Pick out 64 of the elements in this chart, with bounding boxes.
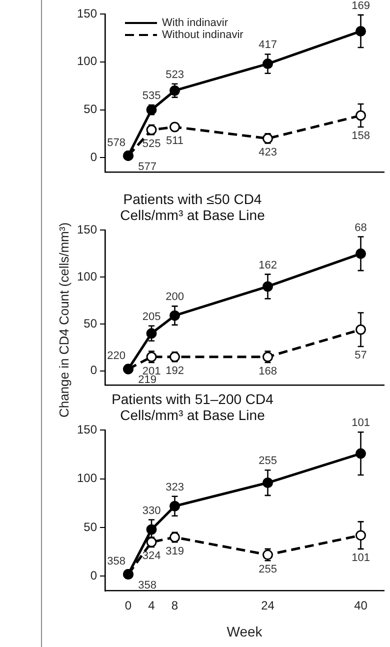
chart-title: Patients with ≤50 CD4 Cells/mm³ at Base Line [120, 190, 266, 224]
y-axis-title: Change in CD4 Count (cells/mm³) [56, 222, 72, 418]
annotation: 255 [258, 564, 277, 576]
y-tick-label: 150 [76, 6, 98, 20]
point [356, 26, 366, 36]
point [170, 500, 180, 512]
point [146, 328, 157, 339]
annotation: 525 [142, 138, 161, 150]
annotation: 324 [142, 550, 161, 562]
annotation: 68 [354, 222, 367, 234]
annotation: 511 [166, 135, 184, 148]
annotation: 205 [142, 310, 161, 323]
annotation: 57 [354, 350, 367, 362]
y-tick-label: 50 [84, 316, 98, 330]
x-tick-label: 4 [148, 598, 156, 612]
annotation: 535 [142, 90, 161, 102]
annotation: 200 [166, 291, 184, 304]
annotation: 417 [258, 39, 277, 52]
annotation: 423 [258, 146, 277, 159]
y-tick-label: 0 [90, 568, 98, 583]
annotation: 523 [166, 68, 184, 81]
x-tick-label: 24 [261, 598, 275, 612]
point [356, 248, 366, 259]
point [262, 478, 273, 488]
y-tick-label: 100 [76, 269, 98, 284]
annotation: 169 [352, 0, 370, 12]
annotation: 101 [352, 552, 370, 564]
annotation: 101 [352, 417, 370, 430]
annotation: 158 [352, 130, 370, 142]
point [170, 310, 180, 321]
y-tick-label: 150 [76, 222, 98, 237]
x-tick-label: 40 [354, 598, 368, 612]
annotation: 255 [258, 455, 277, 468]
annotation: 323 [166, 481, 184, 494]
point [356, 110, 366, 121]
annotation: 330 [142, 504, 161, 517]
point [262, 281, 273, 292]
point [262, 58, 273, 70]
y-tick-label: 0 [90, 150, 98, 164]
y-tick-label: 150 [76, 422, 98, 437]
annotation: 162 [258, 259, 277, 272]
legend-label: With indinavir [162, 17, 228, 30]
point [146, 524, 157, 535]
annotation: 578 [107, 136, 126, 149]
annotation: 220 [107, 350, 126, 362]
point [356, 448, 366, 459]
y-tick-label: 50 [84, 520, 98, 534]
annotation: 168 [258, 366, 277, 378]
y-tick-label: 50 [84, 102, 98, 116]
x-axis-title: Week [226, 623, 264, 640]
y-tick-label: 100 [76, 471, 98, 486]
annotation: 358 [138, 579, 156, 592]
annotation: 577 [138, 160, 156, 173]
annotation: 319 [166, 545, 184, 558]
y-tick-label: 100 [76, 54, 98, 68]
y-tick-label: 0 [90, 363, 98, 378]
legend-label: Without indinavir [162, 29, 244, 42]
x-tick-label: 8 [171, 598, 178, 612]
point [356, 324, 366, 335]
point [356, 530, 366, 541]
annotation: 192 [166, 364, 184, 377]
annotation: 358 [107, 555, 126, 568]
x-tick-label: 0 [124, 598, 132, 612]
chart-title: Patients with 51–200 CD4 Cells/mm³ at Base Line [112, 390, 274, 424]
